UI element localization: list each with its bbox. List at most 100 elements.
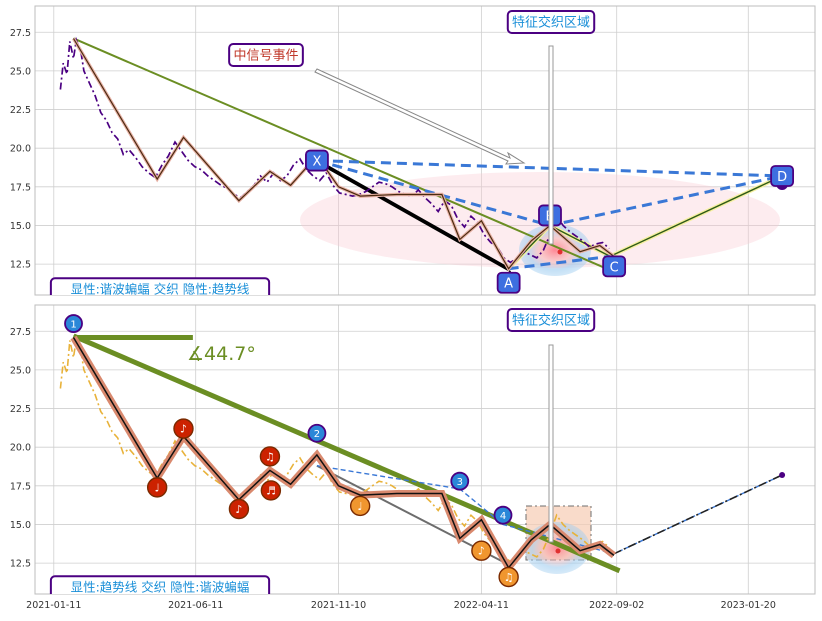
numbered-label: 1 — [70, 319, 76, 330]
note-glyph: ♪ — [478, 545, 485, 558]
trend-line — [73, 37, 615, 273]
event-label-box — [228, 43, 304, 67]
zone-label-top-box — [506, 10, 596, 34]
pattern-caption-top: 显性:谐波蝙蝠 交织 隐性:趋势线 — [71, 282, 250, 297]
pattern-badge — [496, 271, 521, 294]
pattern-caption-top-box — [49, 277, 271, 295]
top-axes: 27.5 25.0 22.5 20.0 17.5 15.0 12.5 — [10, 5, 816, 296]
note-glyph: ♫ — [504, 571, 514, 584]
top-plot-layer: XABCD中信号事件特征交织区域显性:谐波蝙蝠 交织 隐性:趋势线 — [49, 10, 795, 297]
bot-y-tick-label: 17.5 — [10, 481, 31, 492]
bot-y-tick-label: 22.5 — [10, 404, 31, 415]
note-circle — [228, 498, 250, 520]
note-circle — [173, 418, 194, 439]
numbered-label: 2 — [314, 429, 320, 440]
bot-axes: 27.5 25.0 22.5 20.0 17.5 15.0 12.5 2021-01-11 20… — [10, 304, 816, 611]
numbered-point: 3 — [450, 471, 470, 491]
note-circle — [259, 446, 281, 467]
bot-x-tick-label: 2021-06-11 — [168, 600, 223, 611]
bot-plot-area — [35, 305, 815, 594]
numbered-point: 2 — [307, 423, 327, 443]
pattern-label: A — [504, 277, 513, 292]
bot-frame — [34, 304, 816, 595]
top-y-tick-label: 12.5 — [10, 260, 31, 271]
projection-dot — [779, 472, 786, 478]
abcd-legs — [508, 175, 783, 270]
numbered-point: 4 — [493, 505, 513, 525]
pattern-label: D — [777, 170, 787, 185]
top-y-tick-label: 25.0 — [10, 66, 31, 77]
note-marker: ♫ — [259, 446, 281, 467]
xa-leg-2 — [320, 163, 512, 273]
top-y-tick-label: 20.0 — [10, 144, 31, 155]
numbered-circle — [450, 471, 470, 491]
numbered-circle — [307, 423, 327, 443]
angle-label: ∡44.7° — [187, 343, 256, 365]
top-frame — [34, 5, 816, 296]
ac-dashed — [508, 254, 611, 271]
projection-dashdot — [613, 474, 783, 555]
note-marker: ♪ — [471, 540, 492, 561]
xa-leg — [316, 159, 510, 271]
note-circle — [260, 480, 282, 501]
zone-pointer-bottom — [548, 344, 554, 543]
top-y-tick-label: 17.5 — [10, 182, 31, 193]
bot-x-tick-label: 2022-09-02 — [589, 600, 644, 611]
top-plot-area — [35, 6, 815, 295]
note-glyph: ♫ — [265, 450, 275, 463]
bot-y-tick-label: 25.0 — [10, 365, 31, 376]
pattern-point-C: C — [602, 255, 627, 278]
note-glyph: ♪ — [235, 503, 242, 516]
event-label: 中信号事件 — [233, 49, 298, 64]
note-marker: ♫ — [498, 566, 519, 588]
bot-y-tick-label: 27.5 — [10, 327, 31, 338]
bot-y-tick-label: 20.0 — [10, 443, 31, 454]
pattern-badge — [602, 255, 627, 278]
numbered-circle — [64, 314, 83, 333]
note-marker: ♬ — [260, 480, 282, 501]
note-glyph: ♩ — [358, 500, 363, 513]
zone-label-bottom-box — [506, 308, 596, 332]
zone-pointer — [548, 45, 554, 245]
pattern-point-A: A — [496, 271, 521, 294]
bot-x-tick-label: 2023-01-20 — [721, 600, 776, 611]
note-circle — [349, 495, 371, 517]
pattern-badge — [770, 165, 795, 187]
numbered-point: 1 — [64, 314, 83, 333]
pattern-caption-bottom: 显性:趋势线 交织 隐性:谐波蝙蝠 — [71, 580, 250, 595]
note-glyph: ♬ — [266, 484, 276, 497]
bot-y-tick-label: 15.0 — [10, 520, 31, 531]
pattern-badge — [305, 149, 329, 172]
note-glyph: ♩ — [155, 481, 160, 494]
note-circle — [498, 566, 519, 588]
top-y-tick-label: 27.5 — [10, 28, 31, 39]
signal-dot — [557, 249, 563, 255]
pattern-caption-bottom-box — [49, 575, 271, 594]
top-y-tick-label: 15.0 — [10, 221, 31, 232]
numbered-label: 4 — [500, 511, 506, 522]
note-circle — [146, 477, 168, 498]
note-glyph: ♪ — [180, 423, 187, 436]
note-marker: ♩ — [146, 477, 168, 498]
note-marker: ♩ — [349, 495, 371, 517]
zone-label-top: 特征交织区域 — [512, 15, 590, 31]
note-marker: ♪ — [228, 498, 250, 520]
pattern-point-D: D — [770, 165, 795, 187]
event-arrow — [314, 68, 526, 165]
pattern-label: X — [312, 155, 321, 170]
bot-x-tick-label: 2021-01-11 — [26, 600, 81, 611]
numbered-circle — [493, 505, 513, 525]
zone-label-bottom: 特征交织区域 — [512, 313, 590, 329]
pattern-point-X: X — [305, 149, 329, 172]
top-y-tick-label: 22.5 — [10, 105, 31, 116]
bot-x-tick-label: 2021-11-10 — [311, 600, 366, 611]
numbered-label: 3 — [457, 477, 463, 488]
bot-y-tick-label: 12.5 — [10, 559, 31, 570]
signal-dot-bottom — [555, 548, 561, 554]
pattern-label: C — [610, 260, 619, 275]
note-circle — [471, 540, 492, 561]
bot-x-tick-label: 2022-04-11 — [454, 600, 509, 611]
